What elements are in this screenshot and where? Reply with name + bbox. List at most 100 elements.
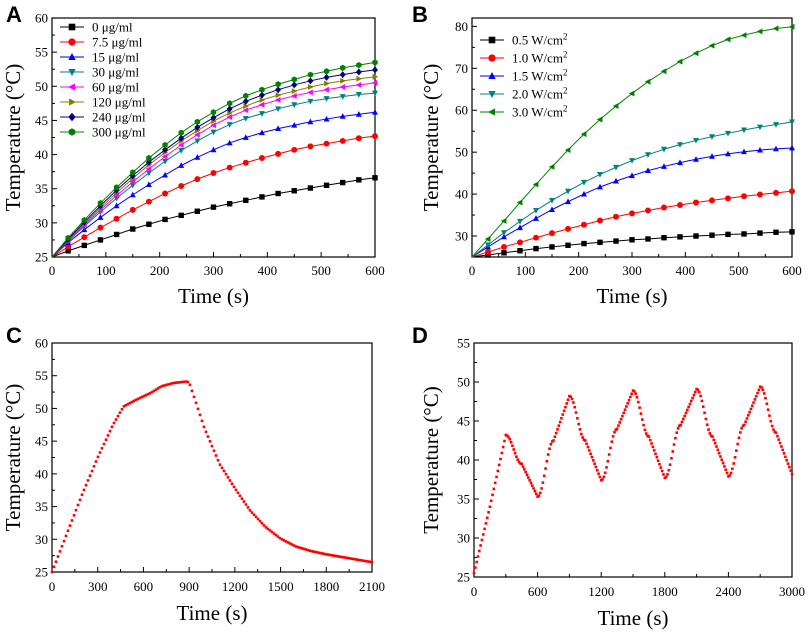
data-point bbox=[74, 508, 78, 512]
x-tick-label: 500 bbox=[729, 263, 749, 278]
data-point bbox=[275, 92, 282, 99]
data-point bbox=[124, 403, 128, 407]
data-point bbox=[164, 383, 168, 387]
data-point bbox=[307, 98, 314, 105]
data-point bbox=[226, 122, 233, 128]
data-point bbox=[561, 413, 565, 416]
data-point bbox=[136, 397, 140, 401]
data-point bbox=[652, 449, 656, 452]
data-point bbox=[200, 419, 204, 423]
data-point bbox=[679, 423, 682, 427]
data-point bbox=[243, 103, 250, 110]
data-point bbox=[210, 114, 217, 122]
data-point bbox=[532, 487, 535, 490]
data-point bbox=[242, 500, 246, 503]
data-point bbox=[640, 418, 644, 421]
x-axis-title: Time (s) bbox=[177, 601, 248, 625]
data-point bbox=[776, 434, 779, 438]
data-point bbox=[789, 119, 795, 126]
series-temperature bbox=[472, 385, 794, 575]
data-point bbox=[517, 239, 523, 246]
data-point bbox=[645, 167, 651, 174]
data-point bbox=[154, 388, 158, 391]
data-point bbox=[780, 445, 783, 448]
data-point bbox=[753, 398, 757, 401]
data-point bbox=[243, 92, 249, 99]
data-point bbox=[645, 207, 651, 214]
data-point bbox=[72, 514, 76, 517]
data-point bbox=[226, 100, 233, 107]
data-point bbox=[774, 431, 778, 434]
legend-superscript: 2 bbox=[563, 104, 568, 114]
data-point bbox=[597, 171, 603, 178]
data-point bbox=[533, 215, 539, 221]
data-point bbox=[226, 139, 233, 146]
data-point bbox=[545, 460, 549, 463]
data-point bbox=[552, 439, 555, 442]
data-point bbox=[524, 470, 527, 474]
data-point bbox=[725, 231, 731, 238]
legend-marker bbox=[68, 128, 76, 136]
y-axis-title: Temperature (°C) bbox=[1, 64, 25, 211]
data-point bbox=[693, 138, 699, 144]
data-point bbox=[699, 394, 702, 398]
data-point bbox=[307, 83, 314, 90]
data-point bbox=[789, 188, 795, 195]
data-point bbox=[647, 435, 651, 438]
data-point bbox=[548, 447, 551, 451]
data-point bbox=[340, 179, 346, 186]
data-point bbox=[132, 399, 136, 403]
data-point bbox=[218, 463, 222, 466]
data-point bbox=[226, 114, 233, 120]
data-point bbox=[741, 127, 747, 134]
data-point bbox=[192, 395, 196, 399]
data-point bbox=[582, 438, 586, 442]
x-tick-label: 500 bbox=[311, 263, 331, 278]
data-point bbox=[752, 401, 755, 404]
data-point bbox=[338, 555, 342, 558]
data-point bbox=[581, 436, 584, 439]
data-point bbox=[725, 195, 731, 202]
legend-entry: 0.5 W/cm2 bbox=[512, 32, 568, 48]
data-point bbox=[65, 248, 71, 254]
data-point bbox=[94, 460, 98, 463]
data-point bbox=[174, 381, 178, 384]
data-point bbox=[62, 539, 66, 543]
data-point bbox=[762, 392, 766, 395]
data-point bbox=[166, 383, 170, 386]
y-axis-title: Temperature (°C) bbox=[1, 384, 25, 531]
data-point bbox=[106, 434, 110, 437]
data-point bbox=[275, 190, 281, 197]
legend-marker bbox=[488, 54, 496, 62]
data-point bbox=[360, 559, 364, 562]
data-point bbox=[565, 225, 571, 232]
data-point bbox=[336, 555, 340, 558]
data-point bbox=[291, 92, 297, 99]
data-point bbox=[259, 96, 266, 103]
data-point bbox=[355, 68, 362, 76]
data-point bbox=[672, 443, 676, 446]
data-point bbox=[757, 388, 761, 392]
data-point bbox=[501, 243, 507, 250]
legend-entry: 1.0 W/cm2 bbox=[512, 50, 568, 66]
data-point bbox=[270, 530, 274, 534]
data-point bbox=[709, 434, 713, 438]
data-point bbox=[242, 107, 249, 114]
data-point bbox=[623, 408, 627, 411]
data-point bbox=[661, 204, 667, 211]
data-point bbox=[332, 554, 336, 557]
data-point bbox=[613, 164, 619, 171]
data-point bbox=[356, 75, 363, 82]
data-point bbox=[612, 103, 619, 110]
data-point bbox=[580, 432, 583, 436]
data-point bbox=[677, 159, 683, 166]
data-point bbox=[178, 162, 185, 168]
data-point bbox=[581, 221, 587, 228]
data-point bbox=[324, 552, 328, 556]
data-point bbox=[64, 534, 68, 538]
data-point bbox=[628, 90, 635, 97]
data-point bbox=[210, 122, 216, 129]
data-point bbox=[214, 454, 218, 457]
data-point bbox=[484, 236, 491, 242]
data-point bbox=[113, 184, 120, 191]
